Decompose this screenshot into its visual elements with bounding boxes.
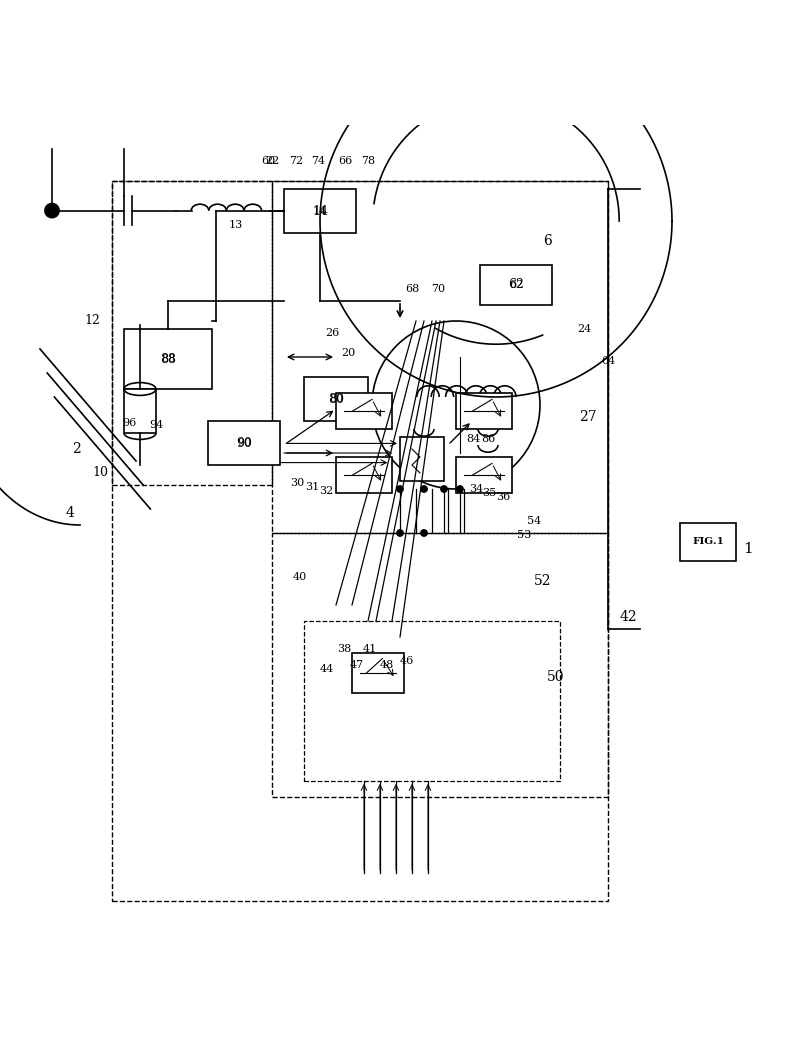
Text: 80: 80 xyxy=(329,395,343,404)
Text: 48: 48 xyxy=(380,660,394,670)
Bar xyxy=(272,181,608,533)
Text: 60: 60 xyxy=(261,156,275,166)
Circle shape xyxy=(421,530,427,537)
Text: 88: 88 xyxy=(161,355,175,364)
Text: 10: 10 xyxy=(92,466,108,480)
Bar xyxy=(284,189,356,233)
Text: 42: 42 xyxy=(619,610,637,624)
Text: 78: 78 xyxy=(361,156,375,166)
Text: 46: 46 xyxy=(399,656,414,666)
Text: 66: 66 xyxy=(338,156,353,166)
Text: 26: 26 xyxy=(325,328,339,338)
Text: 14: 14 xyxy=(312,205,328,218)
Text: 96: 96 xyxy=(122,418,137,427)
Bar xyxy=(304,621,560,781)
Bar xyxy=(272,533,608,797)
Text: 68: 68 xyxy=(405,284,419,294)
Circle shape xyxy=(397,530,403,537)
Circle shape xyxy=(457,486,463,492)
Bar xyxy=(208,421,280,465)
Text: 35: 35 xyxy=(482,488,497,498)
Bar xyxy=(352,653,404,693)
Text: 13: 13 xyxy=(229,220,243,230)
Circle shape xyxy=(441,486,447,492)
Text: 6: 6 xyxy=(544,234,552,248)
Text: 12: 12 xyxy=(84,315,100,328)
Text: 74: 74 xyxy=(311,156,326,166)
Text: 20: 20 xyxy=(341,348,355,358)
Bar xyxy=(124,329,212,388)
Text: 88: 88 xyxy=(160,353,176,365)
Text: 72: 72 xyxy=(289,156,303,166)
Text: 50: 50 xyxy=(547,670,565,684)
Bar xyxy=(456,393,512,429)
Text: 36: 36 xyxy=(496,492,510,502)
Bar xyxy=(112,181,272,485)
Text: 44: 44 xyxy=(319,664,334,674)
Circle shape xyxy=(397,486,403,492)
Text: 4: 4 xyxy=(66,506,75,520)
Text: 31: 31 xyxy=(305,482,319,492)
Text: 40: 40 xyxy=(293,572,307,582)
Bar xyxy=(336,457,392,494)
Circle shape xyxy=(421,486,427,492)
Text: 24: 24 xyxy=(577,324,591,334)
Text: 52: 52 xyxy=(534,574,551,588)
Text: 53: 53 xyxy=(517,530,531,541)
Circle shape xyxy=(45,204,59,217)
Text: 47: 47 xyxy=(350,660,364,670)
Text: 64: 64 xyxy=(601,356,615,366)
Bar xyxy=(400,437,444,481)
Bar xyxy=(304,377,368,421)
Text: 94: 94 xyxy=(149,420,163,430)
Bar xyxy=(336,393,392,429)
Bar xyxy=(124,388,156,433)
Bar xyxy=(480,265,552,304)
Text: FIG.1: FIG.1 xyxy=(692,538,724,546)
Bar xyxy=(456,457,512,494)
Text: 1: 1 xyxy=(743,542,753,557)
Text: 90: 90 xyxy=(236,437,252,449)
Text: 70: 70 xyxy=(431,284,446,294)
Text: 32: 32 xyxy=(319,486,334,497)
Text: 84: 84 xyxy=(466,434,481,443)
Bar xyxy=(112,181,608,901)
Text: 22: 22 xyxy=(265,156,279,166)
Text: 2: 2 xyxy=(72,442,80,456)
Text: 62: 62 xyxy=(509,280,523,290)
Text: 34: 34 xyxy=(469,484,483,493)
Text: 90: 90 xyxy=(237,439,251,448)
Text: 54: 54 xyxy=(527,516,542,526)
Text: 14: 14 xyxy=(313,207,327,216)
Text: 86: 86 xyxy=(481,434,495,443)
Text: 38: 38 xyxy=(337,644,351,654)
Text: 30: 30 xyxy=(290,479,305,488)
Text: 80: 80 xyxy=(328,393,344,406)
Bar xyxy=(680,523,736,561)
Text: 62: 62 xyxy=(508,278,524,292)
Text: 41: 41 xyxy=(362,644,377,654)
Text: 27: 27 xyxy=(579,410,597,424)
